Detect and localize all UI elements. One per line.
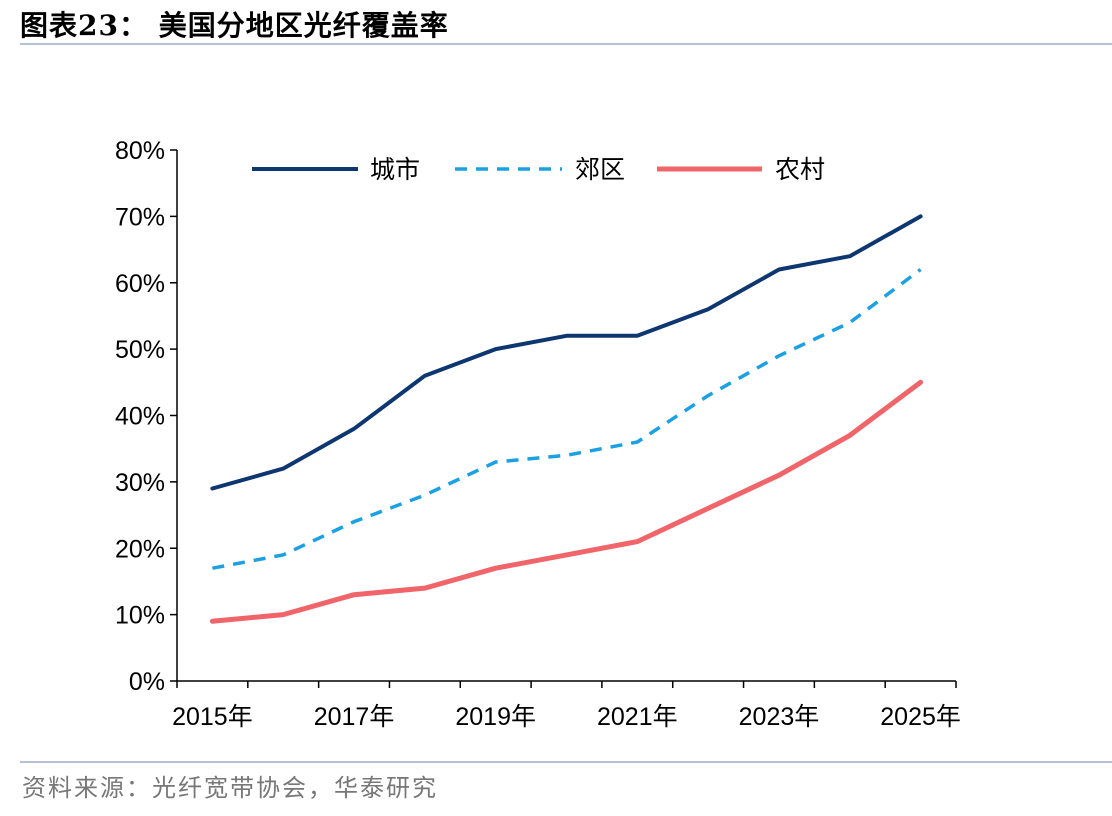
y-tick-label: 60% bbox=[115, 270, 165, 298]
x-tick-label: 2021年 bbox=[597, 703, 678, 731]
y-tick-label: 80% bbox=[115, 137, 165, 165]
legend-label-1: 城市 bbox=[370, 155, 420, 184]
x-tick-label: 2025年 bbox=[880, 703, 961, 731]
x-tick-label: 2019年 bbox=[455, 703, 536, 731]
chart-title: 图表23： 美国分地区光纤覆盖率 bbox=[20, 9, 449, 42]
y-tick-label: 50% bbox=[115, 336, 165, 364]
header-divider bbox=[20, 43, 1112, 45]
x-tick-label: 2023年 bbox=[739, 703, 820, 731]
series-line-1 bbox=[210, 214, 923, 491]
y-tick-label: 10% bbox=[115, 602, 165, 630]
x-tick-label: 2015年 bbox=[172, 703, 253, 731]
series-line-2 bbox=[212, 268, 922, 570]
legend-label-2: 郊区 bbox=[575, 155, 625, 184]
y-tick-label: 0% bbox=[129, 668, 165, 696]
x-tick-label: 2017年 bbox=[314, 703, 395, 731]
y-tick-label: 30% bbox=[115, 469, 165, 497]
source-note: 资料来源：光纤宽带协会，华泰研究 bbox=[22, 774, 438, 802]
series-lines bbox=[209, 214, 924, 624]
x-axis: 2015年 2017年 2019年 2021年 2023年 2025年 bbox=[172, 680, 961, 731]
series-line-3 bbox=[209, 379, 924, 624]
legend: 城市 郊区 农村 bbox=[252, 155, 825, 184]
y-tick-label: 40% bbox=[115, 403, 165, 431]
y-tick-label: 70% bbox=[115, 203, 165, 231]
y-axis: 0% 10% 20% 30% 40% 50% 60% 70% 80% bbox=[115, 137, 178, 696]
footer-divider bbox=[20, 761, 1112, 763]
y-tick-label: 20% bbox=[115, 535, 165, 563]
legend-label-3: 农村 bbox=[775, 155, 825, 184]
